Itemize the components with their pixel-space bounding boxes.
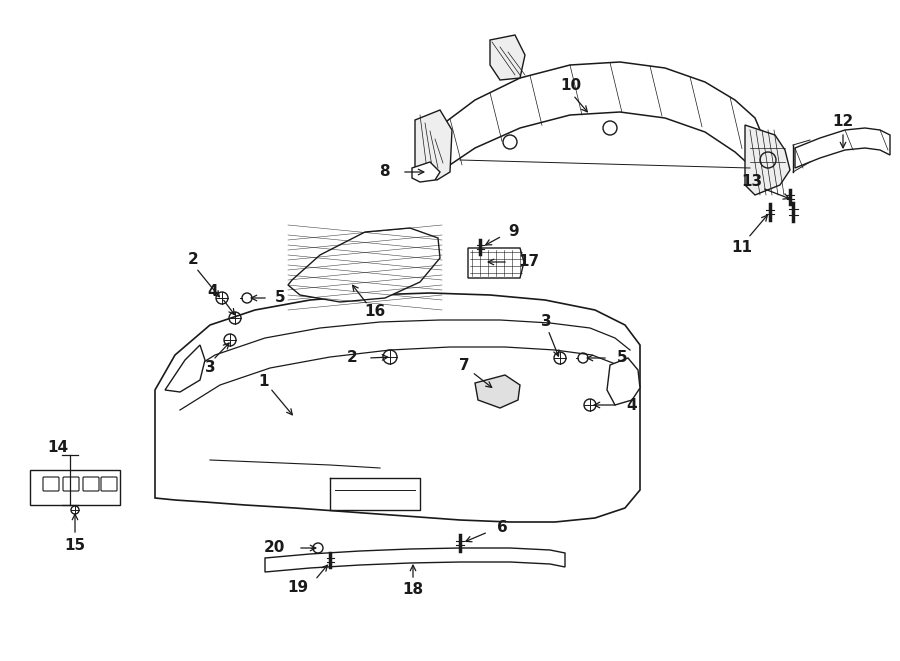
Polygon shape	[412, 162, 440, 182]
Text: 4: 4	[626, 397, 636, 412]
Text: 11: 11	[732, 241, 752, 256]
Text: 10: 10	[561, 77, 581, 93]
Text: 15: 15	[65, 537, 86, 553]
Text: 2: 2	[347, 350, 358, 366]
Text: 19: 19	[287, 580, 308, 596]
FancyBboxPatch shape	[101, 477, 117, 491]
Polygon shape	[30, 470, 120, 505]
Text: 13: 13	[742, 175, 762, 190]
Polygon shape	[288, 228, 440, 302]
Text: 5: 5	[617, 350, 627, 366]
Polygon shape	[468, 248, 524, 278]
Text: 16: 16	[364, 305, 385, 319]
Polygon shape	[435, 62, 760, 180]
Text: 17: 17	[518, 254, 539, 270]
Polygon shape	[155, 293, 640, 522]
FancyBboxPatch shape	[43, 477, 59, 491]
Text: 8: 8	[380, 165, 390, 180]
Polygon shape	[165, 345, 205, 392]
Text: 6: 6	[497, 520, 508, 535]
Polygon shape	[265, 548, 565, 572]
Polygon shape	[475, 375, 520, 408]
Text: 1: 1	[259, 375, 269, 389]
FancyBboxPatch shape	[83, 477, 99, 491]
Text: 18: 18	[402, 582, 424, 598]
Text: 14: 14	[48, 440, 68, 455]
Text: 7: 7	[459, 358, 469, 373]
Text: 2: 2	[187, 253, 198, 268]
Polygon shape	[607, 358, 640, 405]
Polygon shape	[415, 110, 452, 180]
Text: 3: 3	[541, 315, 552, 329]
Text: 20: 20	[264, 541, 285, 555]
Text: 3: 3	[204, 360, 215, 375]
Text: 4: 4	[208, 284, 219, 299]
Text: 12: 12	[832, 114, 853, 130]
Text: 5: 5	[275, 290, 285, 305]
Text: 9: 9	[508, 225, 518, 239]
Polygon shape	[745, 125, 790, 195]
Polygon shape	[490, 35, 525, 80]
FancyBboxPatch shape	[63, 477, 79, 491]
Polygon shape	[795, 128, 890, 168]
